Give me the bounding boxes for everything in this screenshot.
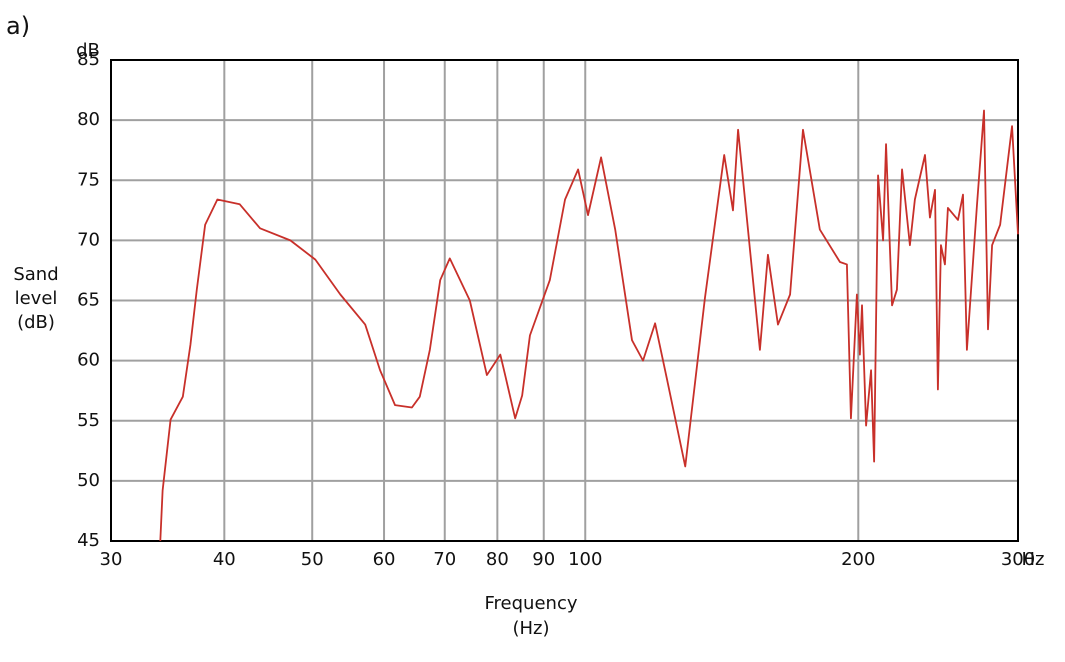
y-tick-label: 65 <box>77 290 100 311</box>
x-tick-label: 50 <box>301 549 324 570</box>
y-tick-label: 70 <box>77 229 100 250</box>
x-tick-label: 90 <box>532 549 555 570</box>
y-unit: dB <box>76 40 100 61</box>
x-tick-label: 40 <box>213 549 236 570</box>
x-tick-label: 100 <box>568 549 602 570</box>
plot-frame <box>110 59 1019 542</box>
y-tick-label: 80 <box>77 109 100 130</box>
x-tick-label: 30 <box>100 549 123 570</box>
y-tick-label: 75 <box>77 169 100 190</box>
x-axis-label: Frequency <box>485 593 578 614</box>
x-tick-label: 80 <box>486 549 509 570</box>
x-unit: Hz <box>1022 549 1045 570</box>
y-tick-label: 85 <box>77 49 100 70</box>
x-axis-label: (Hz) <box>512 618 549 639</box>
y-axis-label: level <box>15 288 58 309</box>
y-axis-label: Sand <box>13 264 58 285</box>
y-axis-label: (dB) <box>17 312 55 333</box>
x-tick-label: 200 <box>841 549 875 570</box>
x-tick-label: 300 <box>1001 549 1035 570</box>
x-tick-label: 60 <box>373 549 396 570</box>
y-tick-label: 45 <box>77 530 100 551</box>
y-tick-label: 50 <box>77 470 100 491</box>
x-tick-label: 70 <box>433 549 456 570</box>
y-tick-label: 55 <box>77 410 100 431</box>
y-tick-label: 60 <box>77 350 100 371</box>
panel-label: a) <box>6 12 30 40</box>
data-line <box>159 109 1019 542</box>
